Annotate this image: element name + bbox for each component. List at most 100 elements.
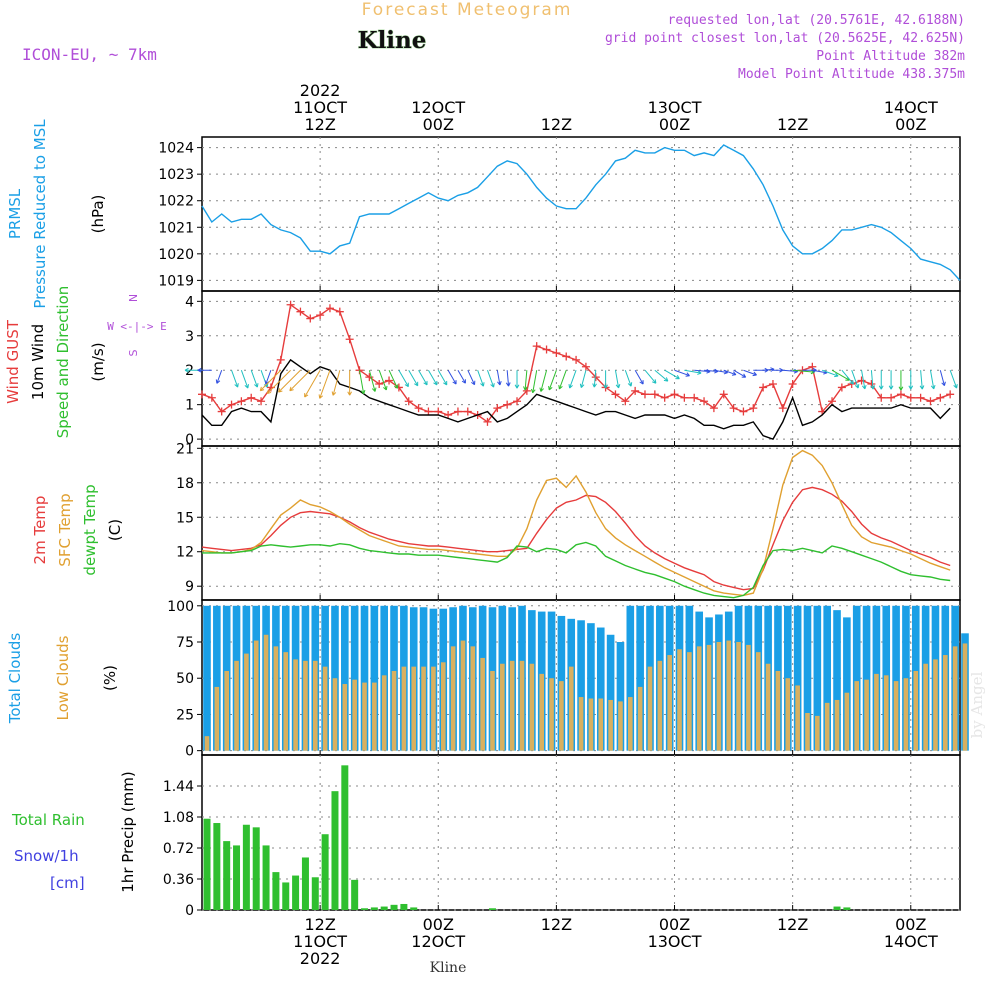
gust-marker <box>631 386 640 395</box>
y-tick-label: 12 <box>176 545 194 561</box>
series-line-pressure <box>201 144 961 281</box>
gust-marker <box>572 355 581 364</box>
bar-low_clouds <box>293 659 298 751</box>
time-label-top: 14OCT <box>884 98 938 117</box>
gust-marker <box>739 407 748 416</box>
gust-marker <box>503 400 512 409</box>
bar-low_clouds <box>943 655 948 751</box>
y-tick-label: 15 <box>176 510 194 526</box>
bar-low_clouds <box>913 670 919 751</box>
bar-low_clouds <box>677 649 682 751</box>
wind-arrow <box>408 369 419 387</box>
axis-label: Pressure Reduced to MSL <box>31 119 49 309</box>
wind-arrow <box>215 370 223 384</box>
wind-arrow <box>378 370 388 391</box>
wind-arrow <box>674 369 690 377</box>
gust-marker <box>621 397 630 406</box>
axis-unit: (hPa) <box>89 195 107 234</box>
y-tick-label: 1019 <box>158 273 194 289</box>
gust-marker <box>306 314 315 323</box>
bar-total_clouds <box>626 605 635 751</box>
model-name: ICON-EU, ~ 7km <box>22 45 157 64</box>
wind-arrow <box>949 370 958 389</box>
bar-low_clouds <box>273 646 279 751</box>
wind-arrow <box>558 370 567 390</box>
y-tick-label: 4 <box>185 294 194 310</box>
wind-arrow <box>878 370 884 390</box>
model-altitude: Model Point Altitude 438.375m <box>738 67 965 82</box>
time-label-top: 12Z <box>777 115 808 134</box>
gust-marker <box>365 373 374 382</box>
bar-total_clouds <box>350 605 359 751</box>
bar-low_clouds <box>509 660 515 751</box>
time-label-bottom: 12OCT <box>411 932 465 951</box>
panel-5: 0 0.36 0.72 1.08 1.44 Total Rain Snow/1h [cm] 1h… <box>11 754 961 919</box>
axis-label: 10m Wind <box>29 324 47 400</box>
bar-low_clouds <box>923 663 928 751</box>
gust-marker <box>532 342 541 351</box>
bar-rain <box>331 791 339 910</box>
bar-low_clouds <box>421 666 426 751</box>
bar-total_clouds <box>852 605 861 751</box>
bar-low_clouds <box>490 670 495 751</box>
bar-rain <box>361 908 369 910</box>
bar-low_clouds <box>952 646 958 751</box>
panel-3: 9 12 15 18 21 2m Temp SFC Temp dewpt Temp (C) <box>31 441 961 601</box>
bar-rain <box>833 906 841 910</box>
time-label-bottom: 00Z <box>423 915 454 934</box>
gust-marker <box>227 400 236 409</box>
bar-low_clouds <box>874 673 879 751</box>
wind-arrow <box>418 369 428 386</box>
gust-marker <box>453 407 462 416</box>
bar-low_clouds <box>401 666 407 751</box>
bar-low_clouds <box>470 646 476 751</box>
y-tick-label: 1021 <box>158 220 194 236</box>
gust-marker <box>887 393 896 402</box>
time-label-bottom: 2022 <box>300 949 341 968</box>
bar-total_clouds <box>833 610 841 751</box>
location-title: Kline <box>358 27 427 54</box>
time-label-top: 12Z <box>304 115 335 134</box>
bar-rain <box>321 834 329 910</box>
time-label-top: 00Z <box>423 115 454 134</box>
axis-unit: (%) <box>101 665 119 691</box>
wind-arrow <box>437 369 448 386</box>
y-tick-label: 1024 <box>158 141 194 157</box>
gust-marker <box>513 397 522 406</box>
wind-arrow <box>259 369 282 392</box>
wind-arrow <box>331 370 341 396</box>
gust-marker <box>325 304 334 313</box>
gust-marker <box>424 407 433 416</box>
compass-label: N <box>127 294 140 302</box>
bar-low_clouds <box>618 701 623 751</box>
bar-rain <box>282 882 290 910</box>
bar-low_clouds <box>303 660 308 751</box>
bar-total_clouds <box>843 617 851 751</box>
bar-low_clouds <box>568 666 574 751</box>
y-tick-label: 50 <box>176 671 194 687</box>
bar-low_clouds <box>204 736 210 751</box>
bar-low_clouds <box>342 684 348 751</box>
bar-total_clouds <box>784 605 792 751</box>
watermark: by Angel <box>968 671 986 738</box>
wind-arrow <box>231 370 239 388</box>
bar-rain <box>380 906 388 910</box>
time-label-top: 12OCT <box>411 98 465 117</box>
wind-arrow <box>861 370 867 390</box>
wind-arrow <box>822 369 839 378</box>
time-label-bottom: 13OCT <box>648 932 702 951</box>
time-label-top: 12Z <box>541 115 572 134</box>
bar-low_clouds <box>785 678 791 751</box>
requested-coords: requested lon,lat (20.5761E, 42.6188N) <box>668 13 965 28</box>
axis-label: PRMSL <box>6 188 24 239</box>
bar-low_clouds <box>588 698 594 751</box>
wind-arrow <box>939 370 946 387</box>
y-tick-label: 1 <box>185 398 194 414</box>
bar-low_clouds <box>440 662 446 751</box>
bar-low_clouds <box>696 646 702 751</box>
bar-rain <box>843 907 851 910</box>
gust-marker <box>896 390 905 399</box>
time-label-top: 13OCT <box>648 98 702 117</box>
